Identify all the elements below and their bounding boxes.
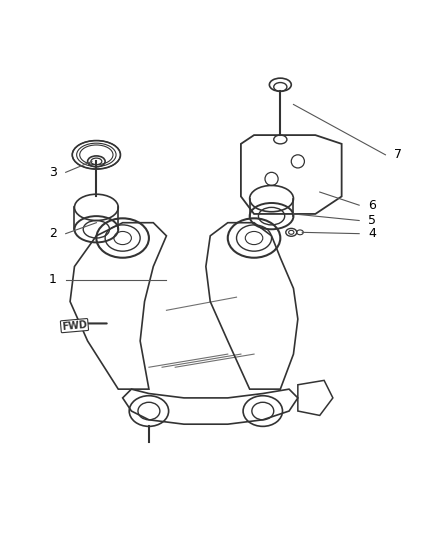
Text: 5: 5 (368, 214, 376, 227)
Text: FWD: FWD (61, 320, 88, 332)
Text: 2: 2 (49, 227, 57, 240)
Text: 6: 6 (368, 199, 376, 212)
Text: 1: 1 (49, 273, 57, 286)
Text: 3: 3 (49, 166, 57, 179)
Text: 4: 4 (368, 227, 376, 240)
Text: 7: 7 (394, 148, 402, 161)
